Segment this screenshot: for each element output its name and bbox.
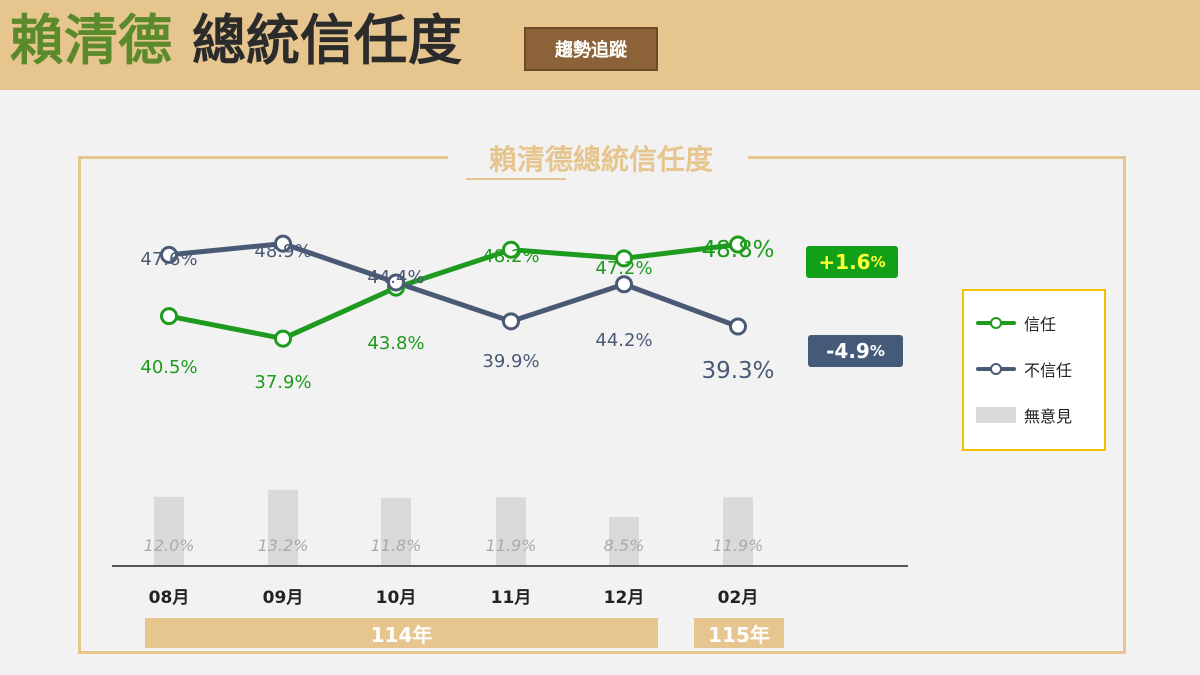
x-tick-label: 09月 [263, 588, 304, 608]
distrust-change-value: -4.9 [826, 339, 870, 363]
no-opinion-label: 11.9% [486, 536, 537, 555]
distrust-value-label: 44.4% [367, 267, 424, 288]
no-opinion-label: 12.0% [144, 536, 195, 555]
trust-point [274, 329, 292, 348]
trust-value-label: 40.5% [140, 357, 197, 378]
distrust-value-label: 39.9% [482, 351, 539, 372]
legend-item-distrust: 不信任 [976, 357, 1072, 381]
distrust-change-unit: % [869, 342, 885, 360]
x-tick-label: 12月 [604, 588, 645, 608]
no-opinion-bar-icon [976, 407, 1016, 423]
distrust-line [166, 241, 741, 330]
distrust-point [729, 317, 747, 336]
distrust-point [274, 234, 292, 253]
trust-change-unit: % [870, 253, 886, 271]
x-tick-label: 08月 [149, 588, 190, 608]
trust-value-label: 47.2% [595, 258, 652, 279]
distrust-point [387, 273, 405, 292]
distrust-value-label: 47.6% [140, 249, 197, 270]
trust-change-value: +1.6 [818, 250, 871, 274]
distrust-value-label: 39.3% [701, 358, 774, 384]
trust-value-label: 48.2% [482, 246, 539, 267]
trust-value-label: 37.9% [254, 372, 311, 393]
distrust-value-label: 48.9% [254, 241, 311, 262]
year-group-115: 115年 [694, 618, 784, 648]
trust-line [166, 242, 741, 342]
legend-item-no-opinion: 無意見 [976, 403, 1072, 427]
trust-point [502, 240, 520, 259]
chart-title: 賴清德總統信任度 [488, 143, 713, 176]
trust-point [160, 307, 178, 326]
chart-legend: 信任 不信任 無意見 [962, 289, 1106, 451]
trust-change-badge: +1.6% [806, 246, 898, 278]
distrust-point [615, 275, 633, 294]
no-opinion-bar [723, 497, 753, 566]
trend-badge: 趨勢追蹤 [524, 27, 658, 71]
chart-title-background [448, 138, 748, 182]
no-opinion-bar [609, 516, 639, 566]
page-title-name: 賴清德 [10, 9, 172, 72]
distrust-line-icon [976, 361, 1016, 377]
x-tick-label: 10月 [376, 588, 417, 608]
trust-point [729, 235, 747, 254]
no-opinion-label: 11.8% [371, 536, 422, 555]
distrust-point [160, 245, 178, 264]
distrust-point [502, 312, 520, 331]
x-tick-label: 11月 [491, 588, 532, 608]
legend-label-no-opinion: 無意見 [1024, 407, 1073, 426]
trust-value-label: 48.8% [701, 237, 774, 263]
distrust-value-label: 44.2% [595, 330, 652, 351]
no-opinion-label: 8.5% [604, 536, 645, 555]
page-title-rest: 總統信任度 [192, 9, 462, 72]
legend-label-trust: 信任 [1024, 315, 1057, 334]
no-opinion-bar [154, 496, 184, 566]
trust-point [615, 249, 633, 268]
no-opinion-bar [496, 497, 526, 566]
x-tick-label: 02月 [718, 588, 759, 608]
legend-label-distrust: 不信任 [1024, 361, 1073, 380]
chart-title-underline [466, 178, 566, 180]
trust-value-label: 43.8% [367, 333, 424, 354]
no-opinion-label: 13.2% [258, 536, 309, 555]
no-opinion-label: 11.9% [713, 536, 764, 555]
header-banner: 賴清德 總統信任度 趨勢追蹤 [0, 0, 1200, 90]
year-group-114: 114年 [145, 618, 658, 648]
no-opinion-bar [268, 489, 298, 566]
legend-item-trust: 信任 [976, 311, 1056, 335]
no-opinion-bar [381, 497, 411, 566]
distrust-change-badge: -4.9% [808, 335, 903, 367]
trust-line-icon [976, 315, 1016, 331]
